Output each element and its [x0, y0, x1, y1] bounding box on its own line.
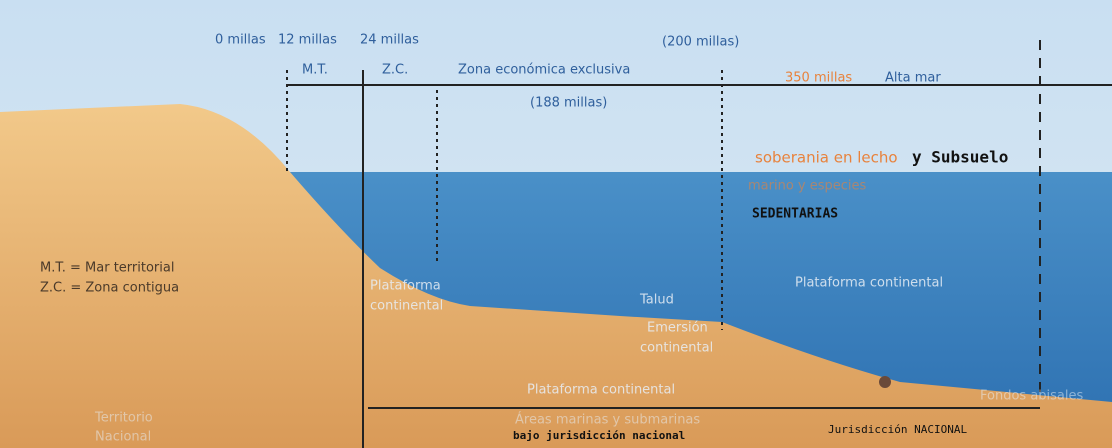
- zone: Emersión: [647, 321, 708, 336]
- note: SEDENTARIAS: [752, 207, 838, 222]
- zone: bajo jurisdicción nacional: [513, 429, 685, 442]
- zone: Nacional: [95, 430, 151, 445]
- zone: continental: [370, 299, 443, 314]
- note: marino y especies: [748, 179, 867, 194]
- label: 350 millas: [785, 71, 852, 86]
- legend: M.T. = Mar territorial: [40, 261, 174, 276]
- label: 24 millas: [360, 33, 419, 48]
- zone: Plataforma continental: [795, 276, 943, 291]
- note: soberania en lecho: [755, 149, 898, 167]
- zone: Talud: [639, 293, 674, 308]
- label: M.T.: [302, 63, 328, 78]
- label: 0 millas: [215, 33, 266, 48]
- zone: Territorio: [94, 411, 153, 426]
- label: Zona económica exclusiva: [458, 63, 630, 78]
- zone: Plataforma: [370, 279, 441, 294]
- label: (200 millas): [662, 35, 739, 50]
- label: (188 millas): [530, 96, 607, 111]
- label: Z.C.: [382, 63, 408, 78]
- zone: Áreas marinas y submarinas: [515, 412, 700, 428]
- zone: continental: [640, 341, 713, 356]
- zone: Jurisdicción NACIONAL: [828, 423, 967, 436]
- legend: Z.C. = Zona contigua: [40, 281, 179, 296]
- land: [0, 104, 1112, 448]
- zone: Plataforma continental: [527, 383, 675, 398]
- note: y Subsuelo: [912, 148, 1008, 167]
- dot: [879, 376, 891, 388]
- zone: Fondos abisales: [980, 389, 1083, 404]
- label: Alta mar: [885, 71, 941, 86]
- label: 12 millas: [278, 33, 337, 48]
